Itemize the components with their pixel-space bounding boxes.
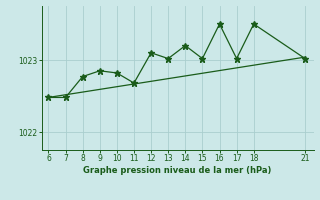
- X-axis label: Graphe pression niveau de la mer (hPa): Graphe pression niveau de la mer (hPa): [84, 166, 272, 175]
